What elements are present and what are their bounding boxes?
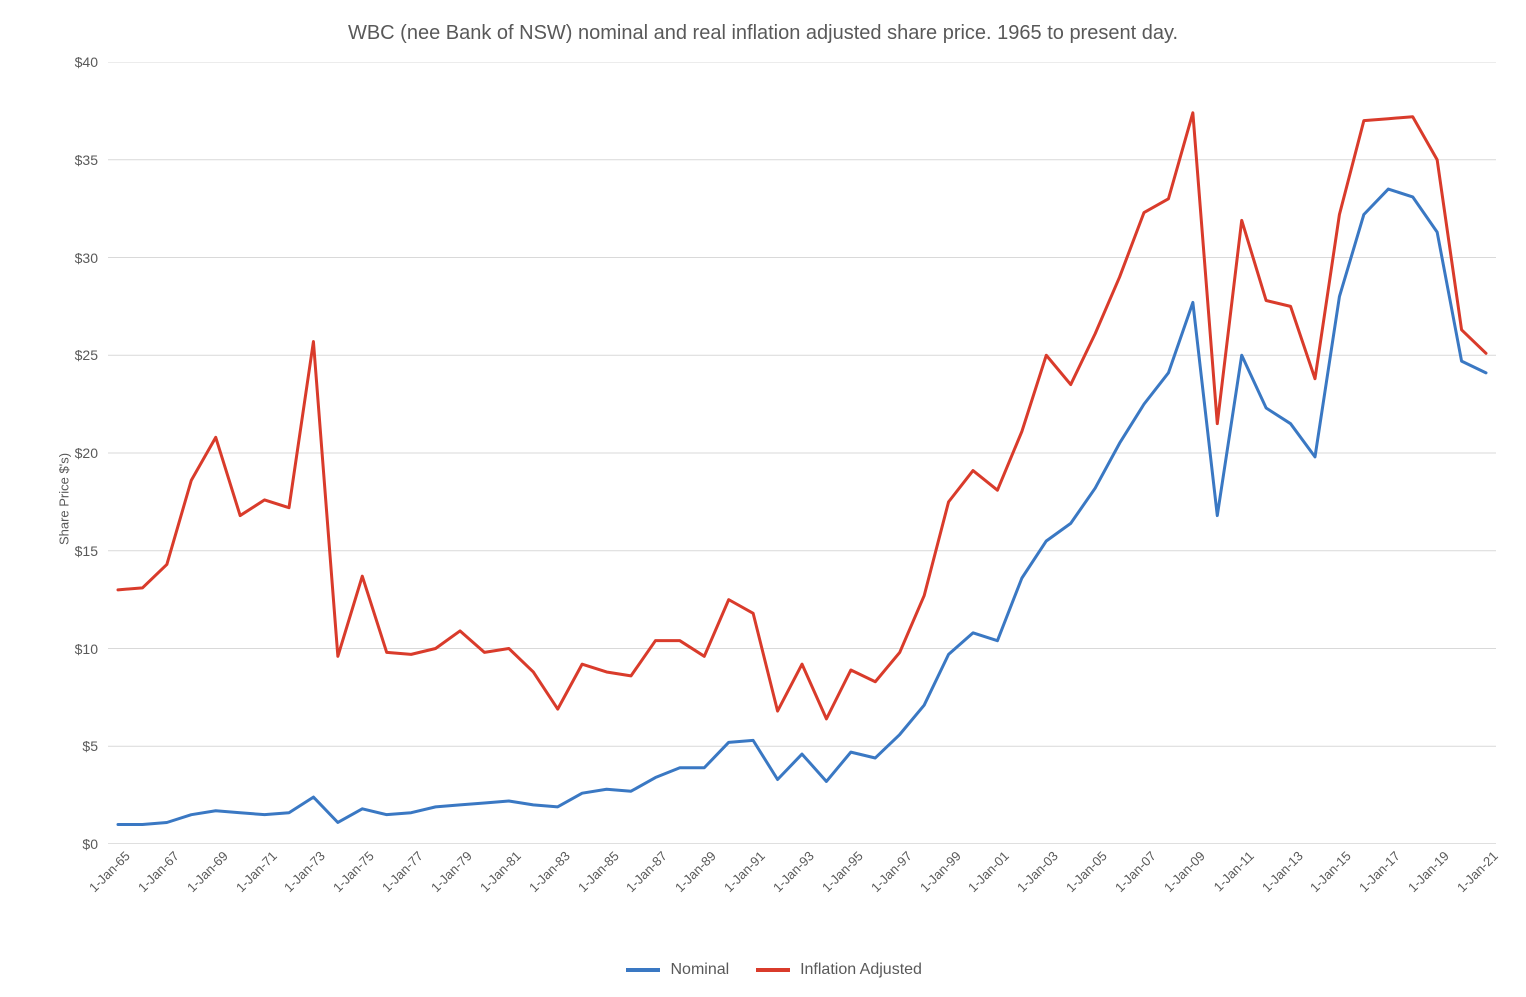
x-tick-label: 1-Jan-67	[131, 844, 182, 895]
x-tick-label: 1-Jan-69	[179, 844, 230, 895]
y-tick-label: $15	[75, 543, 108, 559]
y-tick-label: $20	[75, 445, 108, 461]
x-tick-label: 1-Jan-93	[766, 844, 817, 895]
x-tick-label: 1-Jan-03	[1010, 844, 1061, 895]
x-tick-label: 1-Jan-07	[1108, 844, 1159, 895]
x-tick-label: 1-Jan-85	[570, 844, 621, 895]
x-tick-label: 1-Jan-05	[1059, 844, 1110, 895]
x-tick-label: 1-Jan-73	[277, 844, 328, 895]
x-tick-label: 1-Jan-19	[1401, 844, 1452, 895]
y-tick-label: $30	[75, 250, 108, 266]
legend-label-nominal: Nominal	[670, 961, 729, 978]
x-tick-label: 1-Jan-77	[375, 844, 426, 895]
x-tick-label: 1-Jan-99	[912, 844, 963, 895]
x-tick-label: 1-Jan-95	[815, 844, 866, 895]
plot-svg	[108, 62, 1496, 844]
legend-swatch-inflation-adjusted	[756, 968, 790, 972]
y-tick-label: $10	[75, 641, 108, 657]
x-tick-label: 1-Jan-91	[717, 844, 768, 895]
y-tick-label: $5	[82, 738, 108, 754]
chart-title: WBC (nee Bank of NSW) nominal and real i…	[0, 22, 1526, 45]
y-tick-label: $35	[75, 152, 108, 168]
y-tick-label: $40	[75, 54, 108, 70]
x-tick-label: 1-Jan-97	[863, 844, 914, 895]
x-tick-label: 1-Jan-21	[1450, 844, 1501, 895]
legend-label-inflation-adjusted: Inflation Adjusted	[800, 961, 922, 978]
x-tick-label: 1-Jan-09	[1157, 844, 1208, 895]
x-tick-label: 1-Jan-11	[1206, 844, 1256, 894]
y-tick-label: $0	[82, 836, 108, 852]
x-tick-label: 1-Jan-17	[1352, 844, 1403, 895]
x-tick-label: 1-Jan-01	[961, 844, 1012, 895]
plot-area: $0$5$10$15$20$25$30$35$401-Jan-651-Jan-6…	[108, 62, 1496, 844]
x-tick-label: 1-Jan-87	[619, 844, 670, 895]
x-tick-label: 1-Jan-75	[326, 844, 377, 895]
x-tick-label: 1-Jan-89	[668, 844, 719, 895]
x-tick-label: 1-Jan-15	[1303, 844, 1354, 895]
x-tick-label: 1-Jan-13	[1254, 844, 1305, 895]
x-tick-label: 1-Jan-71	[228, 844, 279, 895]
chart-container: WBC (nee Bank of NSW) nominal and real i…	[0, 0, 1526, 997]
legend: Nominal Inflation Adjusted	[0, 961, 1526, 979]
x-tick-label: 1-Jan-79	[424, 844, 475, 895]
x-tick-label: 1-Jan-83	[521, 844, 572, 895]
legend-swatch-nominal	[626, 968, 660, 972]
y-tick-label: $25	[75, 347, 108, 363]
x-tick-label: 1-Jan-81	[473, 844, 524, 895]
y-axis-label: Share Price $'s)	[57, 452, 72, 544]
